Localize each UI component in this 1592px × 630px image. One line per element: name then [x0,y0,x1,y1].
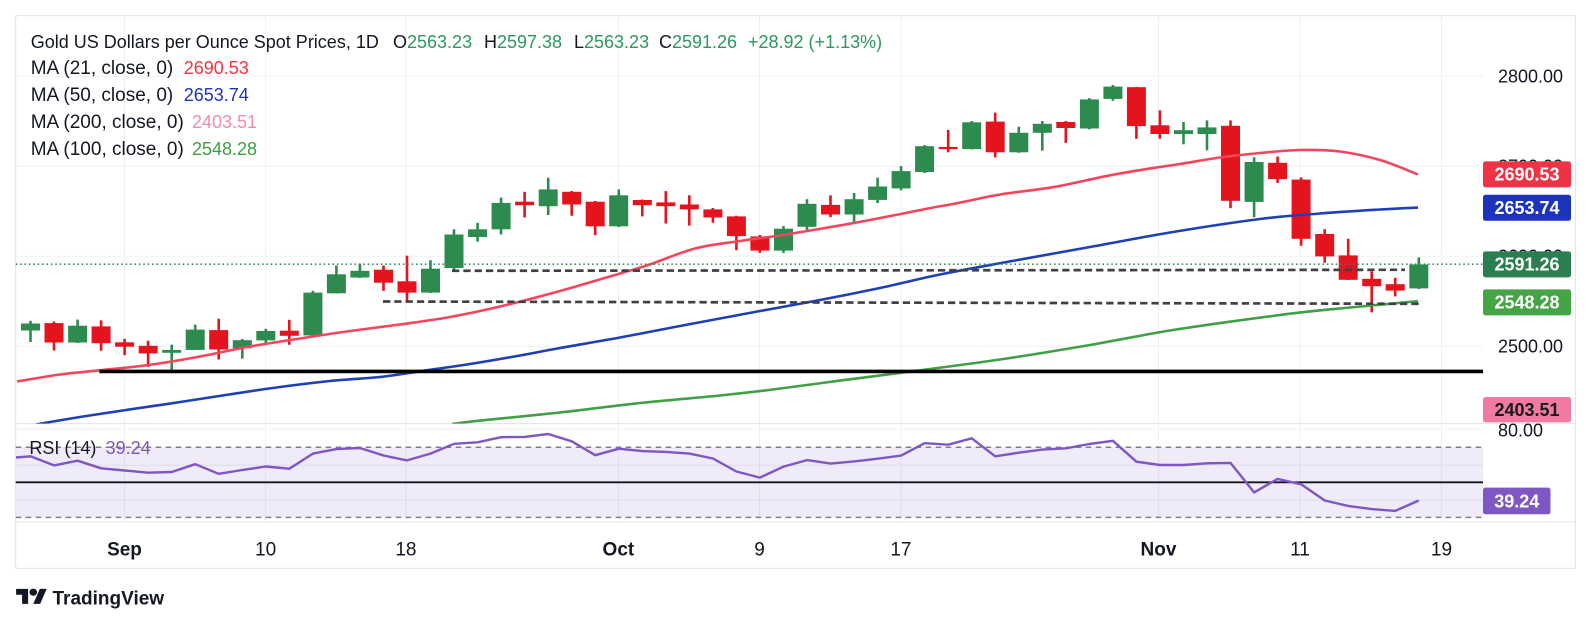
svg-text:MA (50, close, 0)2653.74: MA (50, close, 0) 2653.74 [31,85,249,106]
svg-text:10: 10 [255,540,276,561]
svg-text:TradingView: TradingView [53,589,165,610]
svg-text:MA (21, close, 0)2690.53: MA (21, close, 0) 2690.53 [31,58,249,79]
svg-text:2690.53: 2690.53 [1494,165,1559,185]
svg-text:Nov: Nov [1141,540,1177,561]
svg-text:MA (200, close, 0)2403.51: MA (200, close, 0) 2403.51 [31,112,257,133]
svg-text:Sep: Sep [107,540,142,561]
svg-text:17: 17 [890,540,911,561]
svg-text:9: 9 [754,540,765,561]
svg-text:19: 19 [1431,540,1452,561]
svg-text:MA (100, close, 0)2548.28: MA (100, close, 0) 2548.28 [31,139,257,160]
svg-text:2653.74: 2653.74 [1494,198,1559,218]
svg-text:2591.26: 2591.26 [1494,255,1559,275]
svg-text:11: 11 [1290,540,1310,561]
svg-text:2548.28: 2548.28 [1494,293,1559,313]
svg-text:RSI (14)39.24: RSI (14) 39.24 [29,438,150,458]
svg-text:2500.00: 2500.00 [1498,337,1563,357]
svg-text:80.00: 80.00 [1498,421,1543,441]
svg-text:39.24: 39.24 [1494,491,1539,511]
svg-text:2800.00: 2800.00 [1498,67,1563,87]
svg-text:18: 18 [395,540,416,561]
svg-text:2403.51: 2403.51 [1494,400,1559,420]
svg-text:Oct: Oct [603,540,635,561]
svg-text:Gold US Dollars per Ounce Spot: Gold US Dollars per Ounce Spot Prices, 1… [31,32,882,52]
